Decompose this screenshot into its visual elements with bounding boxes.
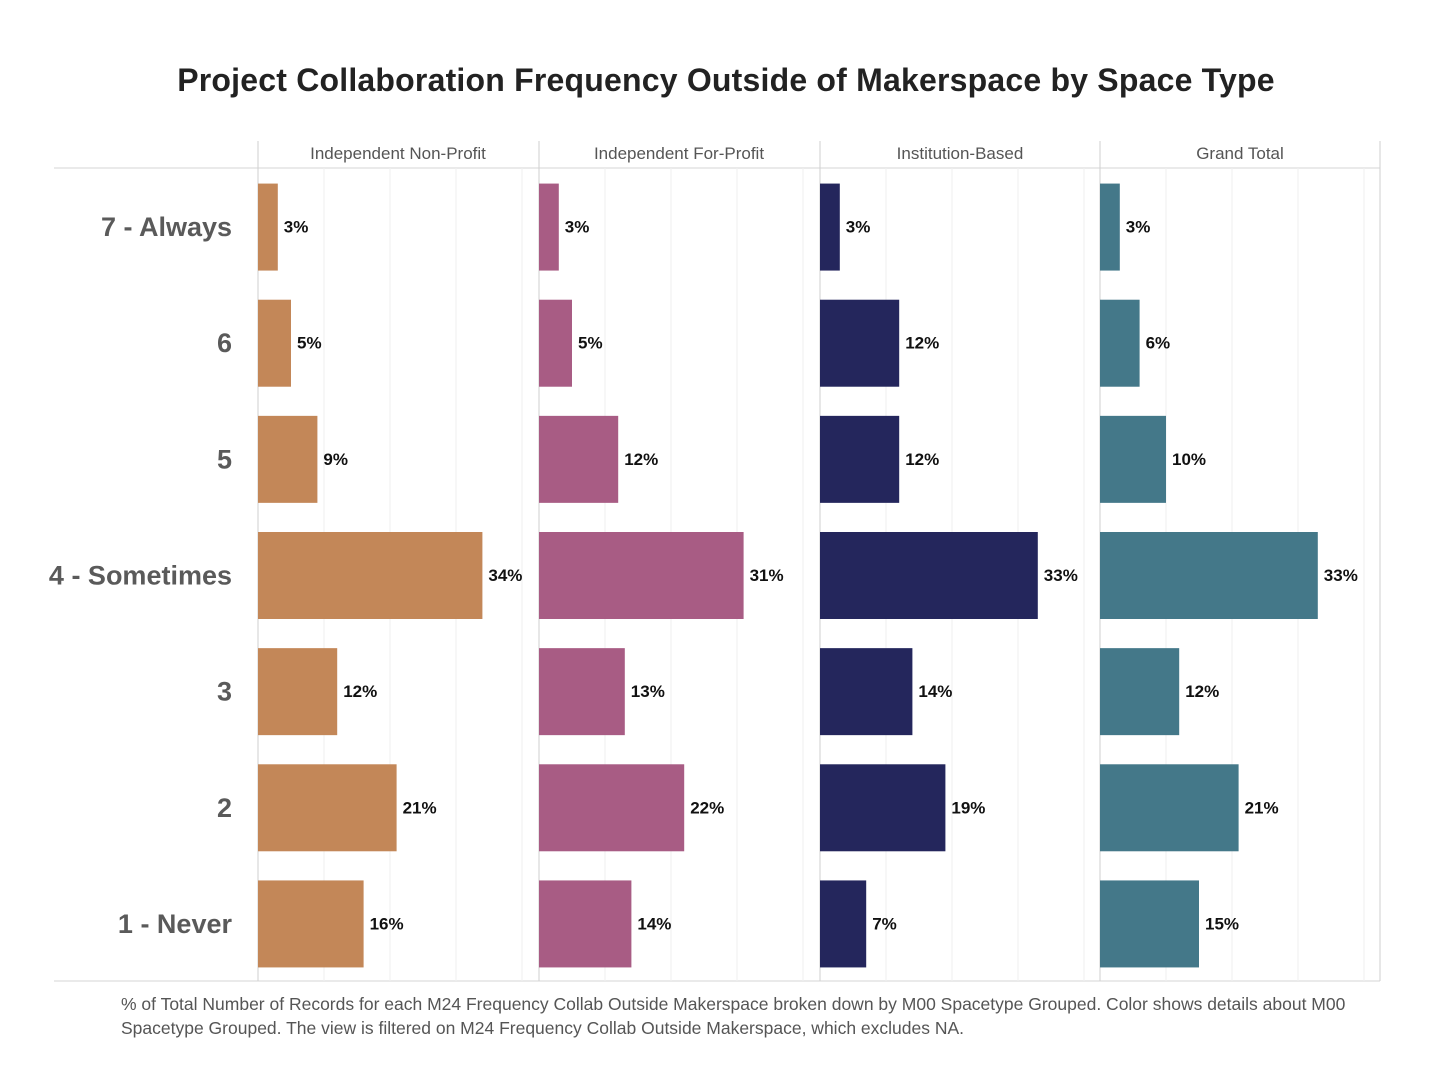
- label-layer: Independent Non-Profit 3% 5% 9% 34% 12% 21% 16%…: [49, 144, 1358, 939]
- data-label: 3%: [1126, 218, 1151, 237]
- bar: [258, 183, 278, 271]
- category-label: 4 - Sometimes: [49, 561, 232, 591]
- data-label: 6%: [1146, 334, 1171, 353]
- bar: [258, 880, 364, 968]
- bar: [1100, 415, 1166, 503]
- bar: [539, 532, 744, 619]
- data-label: 34%: [488, 566, 522, 585]
- category-label: 5: [217, 444, 232, 474]
- panel-label: Independent For-Profit: [594, 144, 764, 163]
- bar: [539, 764, 685, 852]
- data-label: 12%: [1185, 682, 1219, 701]
- bar: [1100, 183, 1120, 271]
- data-label: 33%: [1044, 566, 1078, 585]
- data-label: 5%: [578, 334, 603, 353]
- bar: [820, 415, 900, 503]
- data-label: 13%: [631, 682, 665, 701]
- data-label: 21%: [403, 798, 437, 817]
- chart-title: Project Collaboration Frequency Outside …: [177, 62, 1275, 98]
- bar: [1100, 880, 1199, 968]
- bar: [820, 648, 913, 736]
- bar: [539, 299, 572, 387]
- bar: [1100, 299, 1140, 387]
- data-label: 14%: [918, 682, 952, 701]
- data-label: 19%: [951, 798, 985, 817]
- category-label: 1 - Never: [118, 909, 233, 939]
- bar: [258, 299, 291, 387]
- data-label: 9%: [323, 450, 348, 469]
- bar: [258, 648, 338, 736]
- bar: [1100, 764, 1239, 852]
- data-label: 12%: [905, 450, 939, 469]
- panel-label: Grand Total: [1196, 144, 1284, 163]
- data-label: 16%: [370, 914, 404, 933]
- data-label: 12%: [343, 682, 377, 701]
- bar: [539, 415, 619, 503]
- bar-layer: [258, 183, 1318, 968]
- data-label: 5%: [297, 334, 322, 353]
- bar: [258, 415, 318, 503]
- data-label: 12%: [905, 334, 939, 353]
- bar: [258, 764, 397, 852]
- bar: [539, 648, 625, 736]
- bar: [1100, 532, 1318, 619]
- category-label: 2: [217, 793, 232, 823]
- category-label: 6: [217, 328, 232, 358]
- data-label: 33%: [1324, 566, 1358, 585]
- category-label: 7 - Always: [101, 212, 232, 242]
- bar: [1100, 648, 1180, 736]
- bar: [820, 764, 946, 852]
- data-label: 14%: [637, 914, 671, 933]
- data-label: 22%: [690, 798, 724, 817]
- data-label: 21%: [1245, 798, 1279, 817]
- data-label: 7%: [872, 914, 897, 933]
- panel-label: Independent Non-Profit: [310, 144, 486, 163]
- footnote: % of Total Number of Records for each M2…: [121, 994, 1346, 1038]
- bar: [820, 299, 900, 387]
- data-label: 3%: [284, 218, 309, 237]
- data-label: 10%: [1172, 450, 1206, 469]
- panel-label: Institution-Based: [897, 144, 1024, 163]
- bar: [820, 880, 867, 968]
- bar: [539, 183, 559, 271]
- data-label: 31%: [750, 566, 784, 585]
- data-label: 12%: [624, 450, 658, 469]
- data-label: 3%: [846, 218, 871, 237]
- bar: [820, 183, 840, 271]
- data-label: 3%: [565, 218, 590, 237]
- data-label: 15%: [1205, 914, 1239, 933]
- category-label: 3: [217, 677, 232, 707]
- bar: [539, 880, 632, 968]
- bar: [258, 532, 483, 619]
- bar: [820, 532, 1038, 619]
